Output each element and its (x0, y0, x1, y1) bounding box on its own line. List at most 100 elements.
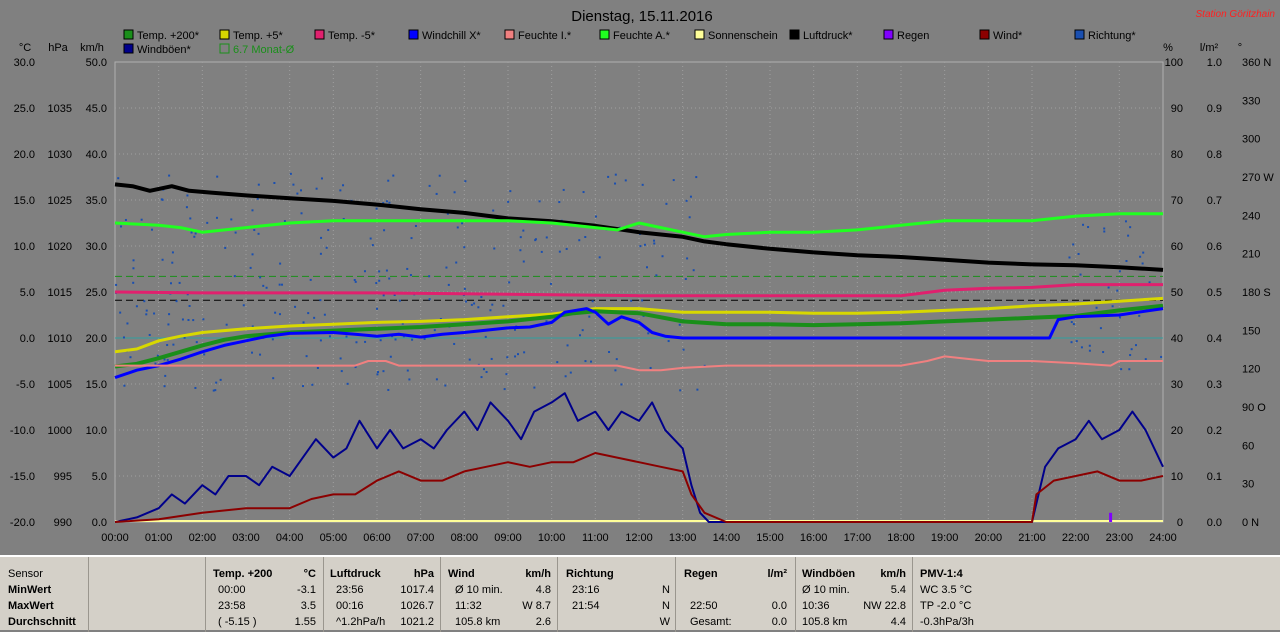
direction-dot (507, 200, 510, 203)
direction-dot (667, 340, 670, 343)
direction-dot (302, 385, 305, 388)
direction-axis-unit: ° (1238, 42, 1242, 54)
table-divider (675, 557, 676, 632)
direction-dot (346, 382, 349, 385)
direction-dot (1134, 344, 1137, 347)
direction-dot (305, 355, 308, 358)
direction-dot (614, 173, 617, 176)
direction-dot (398, 299, 401, 302)
humidity-tick: 30 (1171, 379, 1183, 391)
humidity-tick: 20 (1171, 425, 1183, 437)
temp-tick: 20.0 (14, 149, 35, 161)
direction-dot (1128, 368, 1131, 371)
series-group (114, 182, 1164, 523)
legend-swatch (314, 29, 325, 40)
direction-dot (278, 283, 281, 286)
direction-dot (271, 338, 274, 341)
direction-dot (463, 246, 466, 249)
direction-dot (566, 344, 569, 347)
table-cell-pressure-value: 1017.4 (400, 584, 434, 596)
direction-dot (1072, 323, 1075, 326)
direction-dot (202, 318, 205, 321)
direction-tick: 330 (1242, 95, 1260, 107)
table-cell-temp-label: ( -5.15 ) (218, 616, 257, 628)
direction-dot (296, 192, 299, 195)
direction-dot (428, 275, 431, 278)
direction-dot (591, 300, 594, 303)
direction-dot (439, 317, 442, 320)
table-cell-wind-value: W 8.7 (522, 600, 551, 612)
direction-dot (588, 315, 591, 318)
chart-title: Dienstag, 15.11.2016 (571, 8, 713, 25)
table-cell-pressure-label: 23:56 (336, 584, 364, 596)
direction-dot (655, 274, 658, 277)
table-unit-rain: l/m² (767, 568, 787, 580)
direction-dot (519, 236, 522, 239)
direction-dot (273, 181, 276, 184)
direction-dot (615, 358, 618, 361)
direction-dot (145, 309, 148, 312)
direction-dot (678, 323, 681, 326)
direction-dot (292, 183, 295, 186)
direction-dot (212, 389, 215, 392)
table-cell-gusts-label: 105.8 km (802, 616, 848, 628)
direction-dot (1130, 348, 1133, 351)
series-line-windchill-x (114, 307, 1164, 380)
direction-dot (647, 332, 650, 335)
direction-dot (186, 293, 189, 296)
direction-dot (300, 212, 303, 215)
wind-axis-unit: km/h (80, 42, 104, 54)
direction-dot (598, 256, 601, 259)
direction-dot (153, 312, 156, 315)
legend-label: Windchill X* (422, 30, 481, 42)
direction-dot (540, 250, 543, 253)
direction-dot (461, 222, 464, 225)
table-unit-pressure: hPa (413, 568, 434, 580)
legend-label: Regen (897, 30, 929, 42)
table-unit-wind: km/h (525, 568, 551, 580)
direction-dot (194, 232, 197, 235)
direction-dot (433, 329, 436, 332)
direction-dot (1142, 251, 1145, 254)
direction-dot (514, 328, 517, 331)
direction-dot (514, 355, 517, 358)
humidity-axis-unit: % (1163, 42, 1173, 54)
direction-dot (316, 366, 319, 369)
direction-dot (214, 389, 217, 392)
direction-dot (1103, 227, 1106, 230)
direction-dot (503, 388, 506, 391)
direction-dot (340, 370, 343, 373)
direction-dot (630, 299, 633, 302)
direction-dot (383, 229, 386, 232)
table-cell-pressure-label: ^1.2hPa/h (336, 616, 386, 628)
direction-dot (672, 179, 675, 182)
direction-dot (584, 236, 587, 239)
time-tick: 00:00 (101, 532, 129, 544)
direction-dot (181, 318, 184, 321)
table-divider (88, 557, 89, 632)
wind-tick: 15.0 (86, 379, 107, 391)
table-unit-gusts: km/h (880, 568, 906, 580)
legend-swatch (883, 29, 894, 40)
legend-swatch (789, 29, 800, 40)
direction-dot (355, 341, 358, 344)
time-tick: 08:00 (451, 532, 479, 544)
direction-dot (684, 278, 687, 281)
rain-tick: 0.7 (1207, 195, 1222, 207)
direction-dot (135, 305, 138, 308)
direction-dot (115, 283, 118, 286)
direction-dot (186, 194, 189, 197)
table-header-wind: Wind (448, 568, 475, 580)
legend-label: Feuchte A.* (613, 30, 671, 42)
direction-dot (389, 355, 392, 358)
pressure-tick: 1010 (48, 333, 72, 345)
direction-dot (489, 309, 492, 312)
temp-tick: 30.0 (14, 57, 35, 69)
time-tick: 24:00 (1149, 532, 1177, 544)
direction-dot (470, 303, 473, 306)
direction-dot (1125, 260, 1128, 263)
table-header-pressure: Luftdruck (330, 568, 381, 580)
direction-dot (1103, 230, 1106, 233)
direction-dot (353, 278, 356, 281)
direction-dot (250, 351, 253, 354)
